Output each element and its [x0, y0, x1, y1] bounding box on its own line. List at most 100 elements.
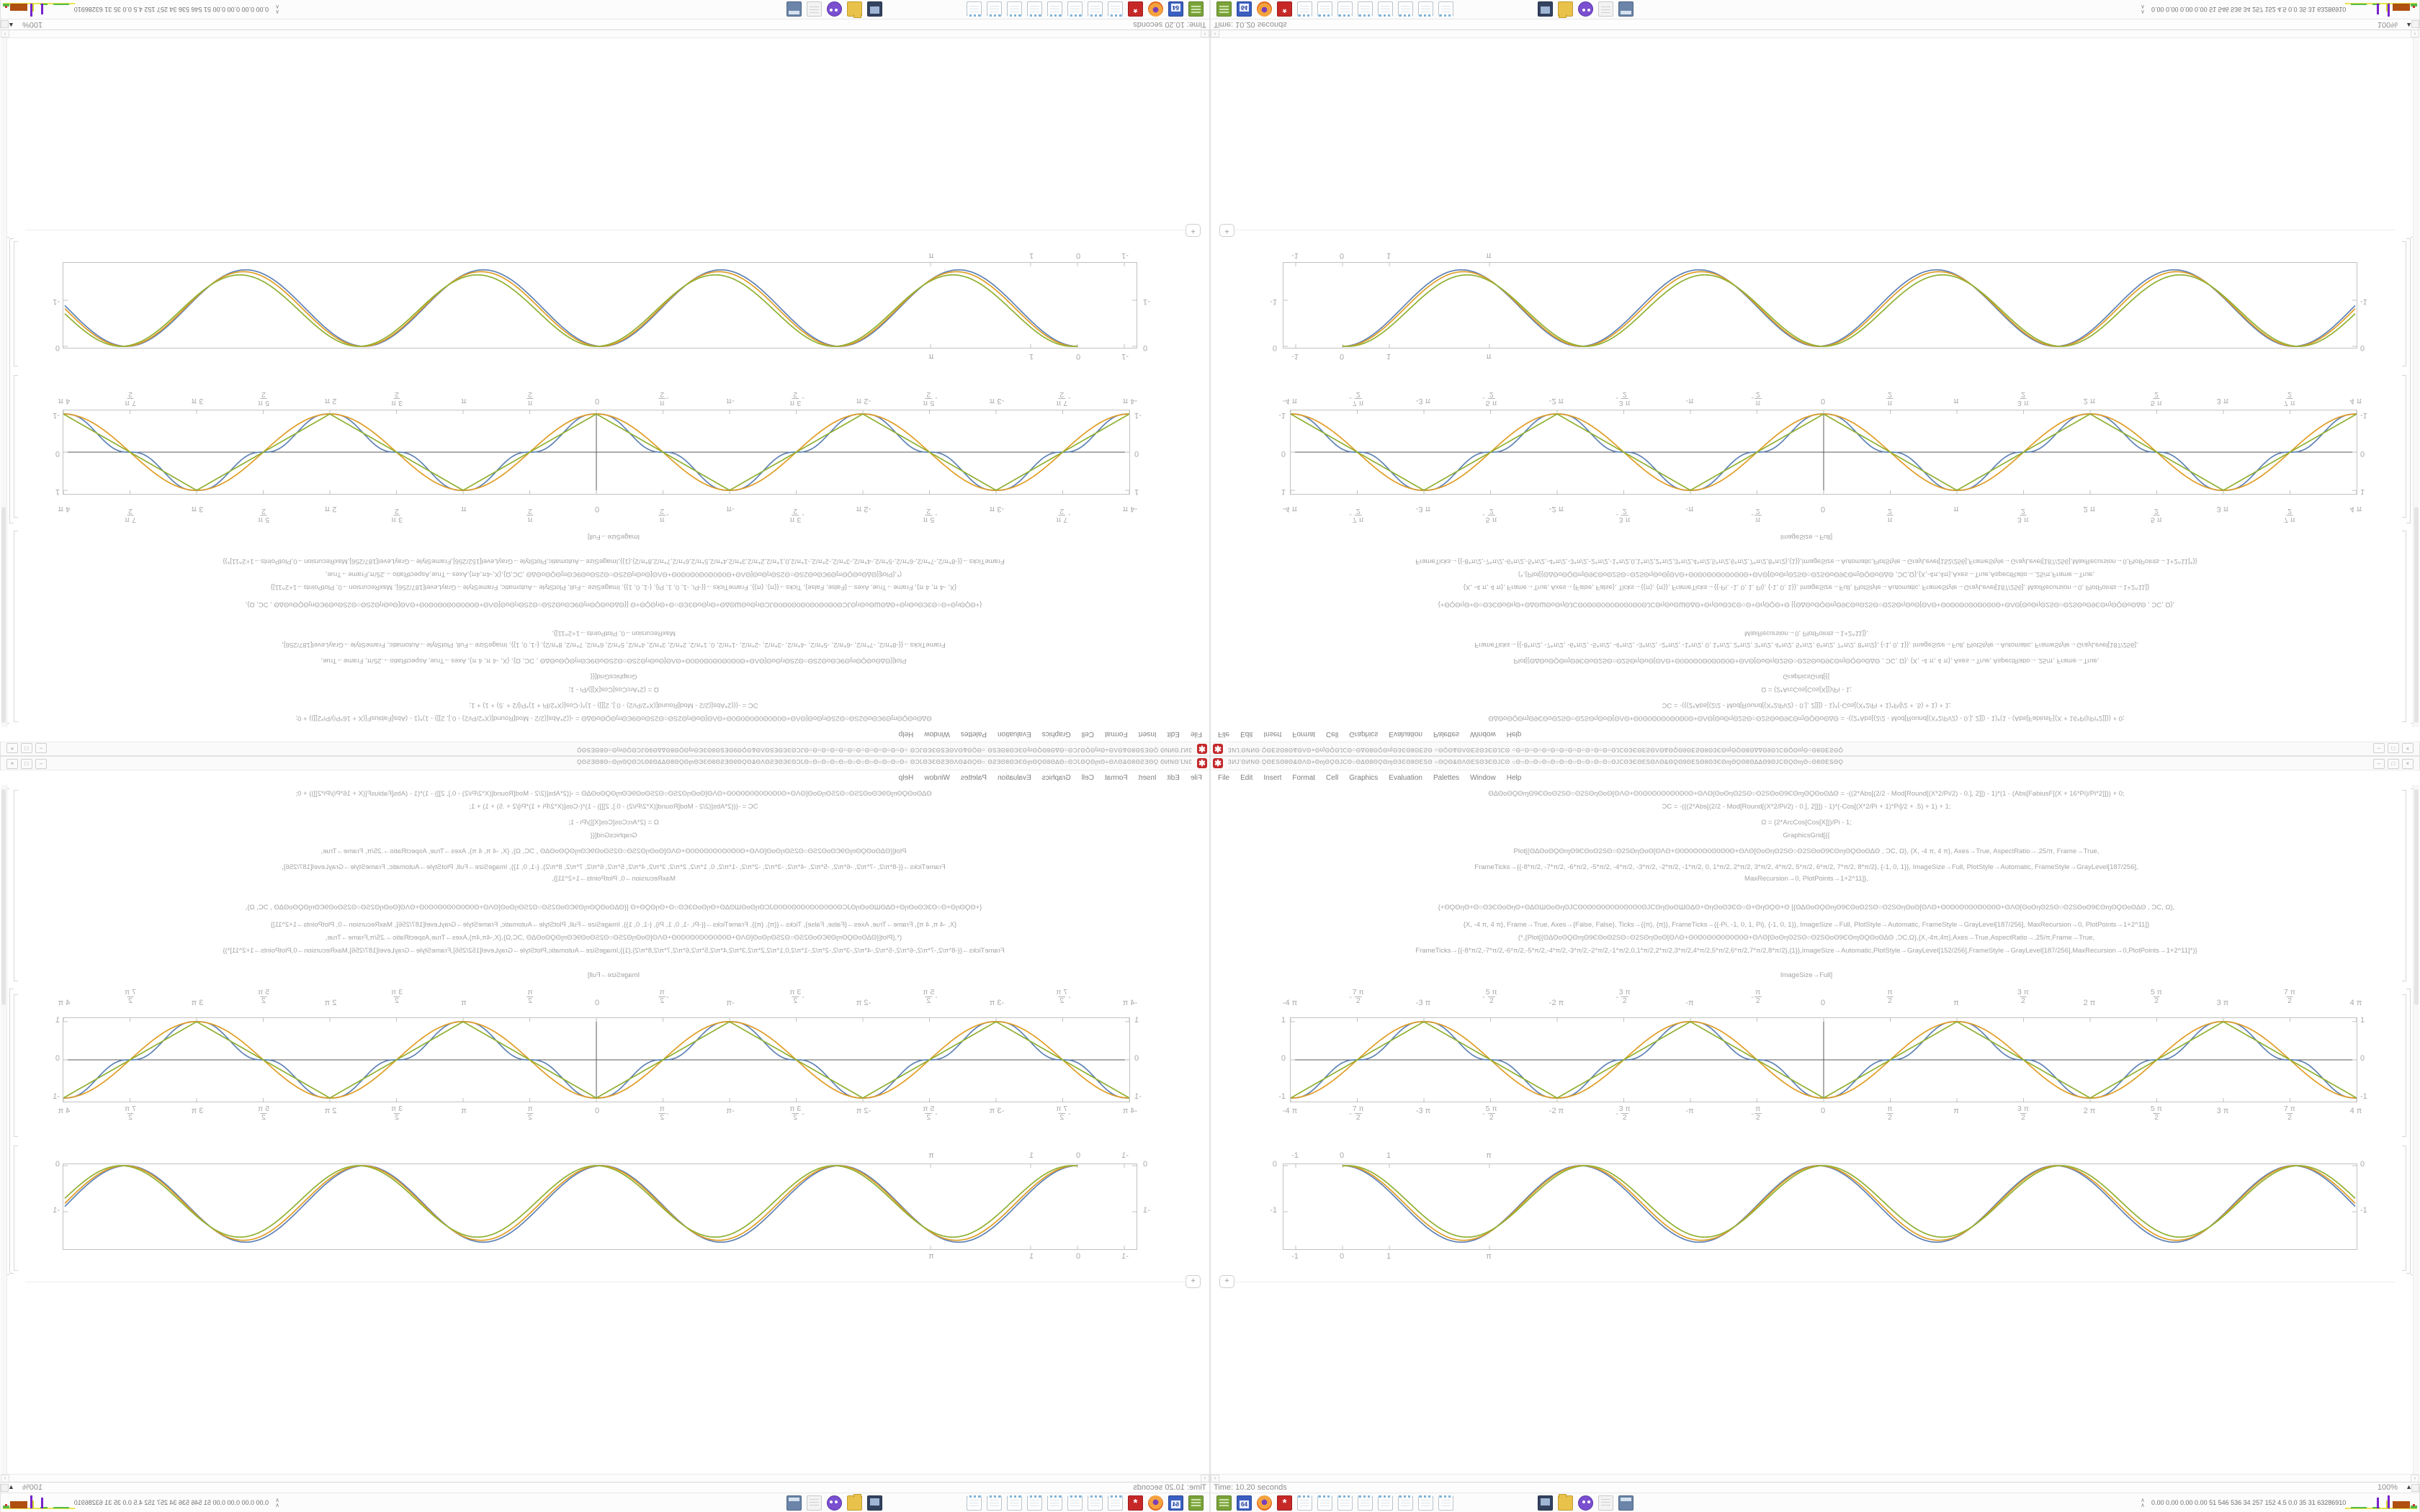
window-titlebar[interactable]: ✱ ЗИЈʼΘИΝΘ ϘΘЕЅΘ8Θ&ΘɅΘ+ΘɱΘϘΘЈϹΘ○ΘΔΘ8ΘϘΘɱ…: [1, 742, 1209, 755]
vertical-scrollbar[interactable]: [2413, 38, 2419, 727]
zoom-menu-triangle-icon[interactable]: ▲: [8, 1483, 14, 1490]
firefox-icon[interactable]: [1257, 1495, 1272, 1511]
scroll-right-arrow-button[interactable]: ›: [1, 30, 9, 37]
red-gear-icon[interactable]: *: [1277, 1495, 1292, 1511]
code-line[interactable]: ImageSize→Full]: [587, 971, 640, 979]
resize-grip[interactable]: [1, 1484, 9, 1492]
code-line[interactable]: {+ΘϘΘηΘ+Θ○Θ3ЄΘοΘηΘ+ΘΔΘШΘοΘηΘЈϹΘ0Θ0Θ0Θ0Θ0…: [245, 904, 982, 912]
menu-insert[interactable]: Insert: [1138, 773, 1157, 782]
menu-help[interactable]: Help: [898, 773, 914, 782]
monitor-icon[interactable]: [867, 1495, 882, 1511]
menu-evaluation[interactable]: Evaluation: [1389, 773, 1422, 782]
restore-button[interactable]: □: [2388, 743, 2399, 753]
tray-expand-icon[interactable]: ∧ ∧: [2141, 4, 2145, 15]
menu-help[interactable]: Help: [1506, 730, 1522, 739]
notepad-icon[interactable]: [1067, 1, 1083, 17]
tray-expand-icon[interactable]: ∧ ∧: [275, 1497, 279, 1508]
code-line[interactable]: ƆC = -(((2*Abs[(2/2 - Mod[Round[(X*2/Pi/…: [469, 701, 758, 709]
zoom-level-label[interactable]: 100%: [22, 1483, 43, 1492]
code-line[interactable]: GraphicsGrid[{{: [1783, 672, 1830, 680]
vertical-scrollbar[interactable]: [1, 785, 7, 1474]
folder-icon[interactable]: [1558, 1, 1573, 17]
green-notes-icon[interactable]: [1216, 1, 1232, 17]
cell-bracket-output-group[interactable]: [2406, 989, 2411, 1274]
tray-expand-icon[interactable]: ∧ ∧: [2141, 1497, 2145, 1508]
notebook-area[interactable]: ΘΔΘοΘϘΘɱΘ9ЄΘοΘ2ЅΘ○Θ2ЅΘηΘοΘ[ΘɅΘ+Θ0Θ0Θ0Θ0Θ…: [0, 30, 1209, 727]
code-line[interactable]: MaxRecursion→0, PlotPoints→1+2^11]},: [1744, 629, 1868, 637]
code-line[interactable]: Ω = (2*ArcCos[Cos[X]])/Pi - 1;: [568, 685, 659, 693]
notepad-icon[interactable]: [1438, 1, 1453, 17]
code-line[interactable]: {X, -4 π, 4 π}, Frame→True, Axes→{False,…: [270, 921, 957, 929]
scroll-left-arrow-button[interactable]: ‹: [1201, 30, 1209, 37]
cell-bracket-plot1[interactable]: [14, 375, 18, 518]
menu-window[interactable]: Window: [1470, 730, 1496, 739]
menu-window[interactable]: Window: [1470, 773, 1496, 782]
menu-format[interactable]: Format: [1292, 730, 1316, 739]
cell-bracket-code[interactable]: [2402, 790, 2406, 981]
notepad-icon[interactable]: [1108, 1495, 1123, 1511]
notepad-icon[interactable]: [967, 1495, 982, 1511]
blue-window-icon[interactable]: [786, 1, 802, 17]
menu-file[interactable]: File: [1218, 773, 1230, 782]
close-button[interactable]: ×: [2402, 759, 2414, 769]
notepad-icon[interactable]: [987, 1, 1002, 17]
notepad-icon[interactable]: [1337, 1495, 1353, 1511]
cell-bracket-plot2[interactable]: [14, 241, 18, 366]
floppy-64-icon[interactable]: [1168, 1495, 1183, 1511]
code-line[interactable]: (*,{Plot[{ΘΔΘοΘϘΘɱΘ9ЄΘοΘ2ЅΘ○Θ2ЅΘηΘοΘ[ΘɅΘ…: [325, 934, 902, 942]
notebook-area[interactable]: ΘΔΘοΘϘΘɱΘ9ЄΘοΘ2ЅΘ○Θ2ЅΘηΘοΘ[ΘɅΘ+Θ0Θ0Θ0Θ0Θ…: [1211, 30, 2420, 727]
cell-bracket-plot1[interactable]: [14, 994, 18, 1137]
menu-insert[interactable]: Insert: [1138, 730, 1157, 739]
cell-bracket-output-group[interactable]: [9, 989, 14, 1274]
red-gear-icon[interactable]: *: [1128, 1495, 1143, 1511]
notepad-icon[interactable]: [1088, 1495, 1103, 1511]
code-line[interactable]: {X, -4 π, 4 π}, Frame→True, Axes→{False,…: [270, 583, 957, 591]
menu-edit[interactable]: Edit: [1240, 730, 1253, 739]
code-line[interactable]: ImageSize→Full]: [587, 533, 640, 541]
menu-palettes[interactable]: Palettes: [1433, 730, 1460, 739]
menu-evaluation[interactable]: Evaluation: [1389, 730, 1422, 739]
vertical-scrollbar[interactable]: [2413, 785, 2419, 1474]
code-line[interactable]: ΘΔΘοΘϘΘɱΘ9ЄΘοΘ2ЅΘ○Θ2ЅΘηΘοΘ[ΘɅΘ+Θ0Θ0Θ0Θ0Θ…: [1488, 714, 2125, 722]
green-notes-icon[interactable]: [1216, 1495, 1232, 1511]
green-notes-icon[interactable]: [1188, 1495, 1204, 1511]
code-line[interactable]: (*,{Plot[{ΘΔΘοΘϘΘɱΘ9ЄΘοΘ2ЅΘ○Θ2ЅΘηΘοΘ[ΘɅΘ…: [1518, 934, 2095, 942]
menu-file[interactable]: File: [1190, 773, 1202, 782]
blue-window-icon[interactable]: [1618, 1495, 1634, 1511]
code-line[interactable]: Plot[{ΘΔΘοΘϘΘɱΘ9ЄΘοΘ2ЅΘ○Θ2ЅΘηΘοΘ[ΘɅΘ+Θ0Θ…: [321, 847, 907, 855]
restore-button[interactable]: □: [2388, 759, 2399, 769]
cell-bracket-plot2[interactable]: [14, 1146, 18, 1271]
window-titlebar[interactable]: ✱ ЗИЈʼΘИΝΘ ϘΘЕЅΘ8Θ&ΘɅΘ+ΘɱΘϘΘЈϹΘ○ΘΔΘ8ΘϘΘɱ…: [1211, 742, 2419, 755]
gimp-icon[interactable]: [1578, 1495, 1593, 1511]
code-line[interactable]: Ω = (2*ArcCos[Cos[X]])/Pi - 1;: [1761, 819, 1852, 827]
firefox-icon[interactable]: [1148, 1, 1163, 17]
notepad-icon[interactable]: [1378, 1495, 1393, 1511]
menu-graphics[interactable]: Graphics: [1041, 730, 1071, 739]
resize-grip[interactable]: [1, 20, 9, 28]
cell-bracket-code[interactable]: [14, 790, 18, 981]
vertical-scrollbar-thumb[interactable]: [1, 507, 6, 723]
zoom-level-label[interactable]: 100%: [22, 20, 43, 29]
menu-help[interactable]: Help: [898, 730, 914, 739]
code-line[interactable]: Ω = (2*ArcCos[Cos[X]])/Pi - 1;: [568, 819, 659, 827]
monitor-icon[interactable]: [867, 1, 882, 17]
code-line[interactable]: {+ΘϘΘηΘ+Θ○Θ3ЄΘοΘηΘ+ΘΔΘШΘοΘηΘЈϹΘ0Θ0Θ0Θ0Θ0…: [1438, 904, 2175, 912]
minimize-button[interactable]: –: [2373, 759, 2385, 769]
menu-format[interactable]: Format: [1104, 730, 1128, 739]
monitor-icon[interactable]: [1538, 1495, 1553, 1511]
restore-button[interactable]: □: [21, 743, 32, 753]
code-line[interactable]: ΘΔΘοΘϘΘɱΘ9ЄΘοΘ2ЅΘ○Θ2ЅΘηΘοΘ[ΘɅΘ+Θ0Θ0Θ0Θ0Θ…: [295, 790, 932, 798]
notepad-icon[interactable]: [1337, 1, 1353, 17]
firefox-icon[interactable]: [1148, 1495, 1163, 1511]
code-line[interactable]: ImageSize→Full]: [1780, 971, 1833, 979]
code-line[interactable]: (*,{Plot[{ΘΔΘοΘϘΘɱΘ9ЄΘοΘ2ЅΘ○Θ2ЅΘηΘοΘ[ΘɅΘ…: [1518, 570, 2095, 578]
insert-cell-plus-button[interactable]: +: [1186, 1275, 1201, 1288]
notepad-icon[interactable]: [1007, 1495, 1022, 1511]
floppy-64-icon[interactable]: [1237, 1495, 1252, 1511]
green-notes-icon[interactable]: [1188, 1, 1204, 17]
vertical-scrollbar-thumb[interactable]: [1, 789, 6, 1005]
code-line[interactable]: Plot[{ΘΔΘοΘϘΘɱΘ9ЄΘοΘ2ЅΘ○Θ2ЅΘηΘοΘ[ΘɅΘ+Θ0Θ…: [321, 657, 907, 665]
notepad-icon[interactable]: [1418, 1, 1433, 17]
notepad-icon[interactable]: [1027, 1, 1042, 17]
document-scroll-icon[interactable]: [1598, 1, 1613, 17]
